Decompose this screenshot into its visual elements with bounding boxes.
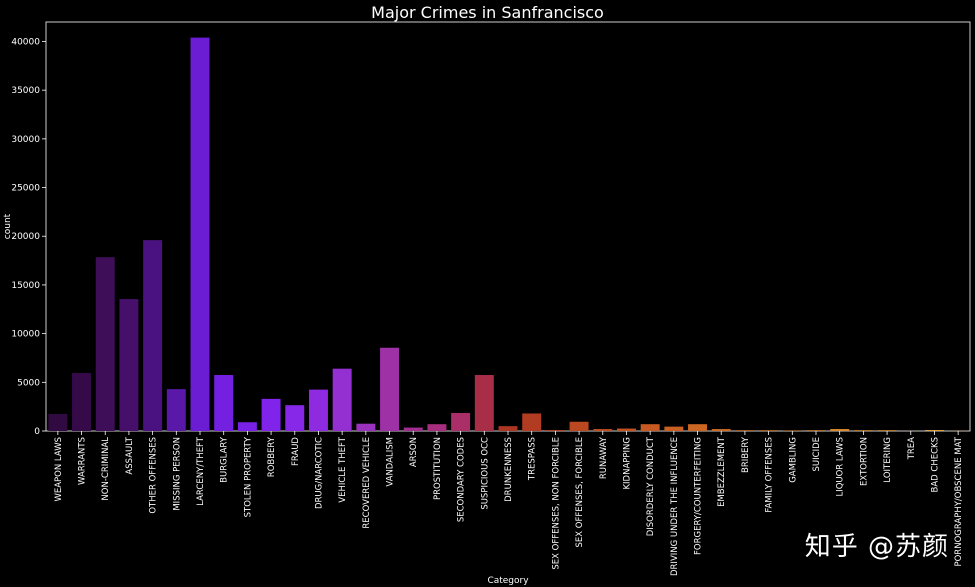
x-tick-label: TRESPASS xyxy=(528,437,538,481)
x-tick-label: DISORDERLY CONDUCT xyxy=(646,436,656,536)
y-tick-label: 40000 xyxy=(11,37,40,47)
x-tick-label: FRAUD xyxy=(291,437,301,466)
x-tick-label: LOITERING xyxy=(883,437,893,483)
bar xyxy=(95,257,115,431)
bar xyxy=(830,429,850,431)
bar xyxy=(853,430,873,431)
bar xyxy=(380,347,400,431)
x-tick-label: PROSTITUTION xyxy=(433,437,443,500)
plot-frame xyxy=(45,21,971,432)
x-tick-label: TREA xyxy=(907,437,917,460)
bar xyxy=(593,429,613,431)
bar xyxy=(214,375,234,431)
watermark: 知乎 @苏颜 xyxy=(804,532,949,562)
bar xyxy=(782,430,802,431)
x-tick-label: SECONDARY CODES xyxy=(457,437,467,522)
bar xyxy=(569,421,589,431)
y-tick-label: 35000 xyxy=(11,86,40,96)
y-tick-label: 5000 xyxy=(17,378,40,388)
bar xyxy=(924,430,944,431)
x-tick-label: SUSPICIOUS OCC xyxy=(480,437,490,510)
y-tick-label: 20000 xyxy=(11,232,40,242)
x-tick-label: EMBEZZLEMENT xyxy=(717,436,727,507)
bar xyxy=(664,426,684,431)
bar xyxy=(308,389,328,431)
x-tick-label: VEHICLE THEFT xyxy=(338,436,348,503)
bar xyxy=(806,430,826,431)
bar xyxy=(403,427,423,431)
y-tick-label: 30000 xyxy=(11,135,40,145)
x-tick-label: DRUG/NARCOTIC xyxy=(314,437,324,509)
bar xyxy=(759,430,779,431)
x-tick-label: LIQUOR LAWS xyxy=(836,437,846,497)
x-tick-label: SUICIDE xyxy=(812,437,822,471)
bar xyxy=(166,389,186,431)
bar xyxy=(285,405,305,431)
bar xyxy=(356,423,376,431)
bar xyxy=(143,240,163,431)
bar xyxy=(332,368,352,431)
x-tick-label: WARRANTS xyxy=(78,437,88,485)
x-tick-label: RUNAWAY xyxy=(599,436,609,479)
x-tick-label: ASSAULT xyxy=(125,436,135,474)
bar xyxy=(688,424,708,431)
y-axis-label: count xyxy=(3,213,13,239)
bar xyxy=(616,428,636,431)
x-tick-label: BAD CHECKS xyxy=(930,437,940,493)
x-tick-label: ARSON xyxy=(409,437,419,467)
x-tick-label: LARCENY/THEFT xyxy=(196,436,206,506)
x-tick-label: DRIVING UNDER THE INFLUENCE xyxy=(670,437,680,576)
x-tick-label: FORGERY/COUNTERFEITING xyxy=(694,437,704,555)
bar xyxy=(261,398,281,431)
y-tick-label: 10000 xyxy=(11,330,40,340)
bar xyxy=(640,424,660,431)
x-tick-label: RECOVERED VEHICLE xyxy=(362,437,372,529)
bar xyxy=(119,299,139,431)
bar xyxy=(48,413,68,431)
x-axis-label: Category xyxy=(487,576,529,586)
bar xyxy=(522,413,542,431)
x-tick-label: BRIBERY xyxy=(741,436,751,473)
x-tick-label: GAMBLING xyxy=(788,437,798,483)
x-tick-label: BURGLARY xyxy=(220,436,230,483)
x-tick-label: MISSING PERSON xyxy=(172,437,182,511)
x-tick-label: SEX OFFENSES, FORCIBLE xyxy=(575,437,585,548)
x-tick-label: SEX OFFENSES, NON FORCIBLE xyxy=(551,437,561,570)
x-tick-label: PORNOGRAPHY/OBSCENE MAT xyxy=(954,436,964,566)
bar xyxy=(427,424,447,431)
x-tick-label: DRUNKENNESS xyxy=(504,437,514,502)
x-tick-label: KIDNAPPING xyxy=(622,437,632,490)
bar xyxy=(545,430,565,431)
x-tick-label: FAMILY OFFENSES xyxy=(765,437,775,513)
y-tick-label: 15000 xyxy=(11,281,40,291)
x-tick-label: WEAPON LAWS xyxy=(54,437,64,502)
bar xyxy=(474,375,494,431)
bar xyxy=(190,37,210,431)
x-tick-label: VANDALISM xyxy=(386,437,396,487)
y-tick-label: 0 xyxy=(34,427,40,437)
x-tick-label: ROBBERY xyxy=(267,436,277,477)
bar xyxy=(72,373,92,431)
bar xyxy=(711,429,731,431)
x-tick-label: NON-CRIMINAL xyxy=(101,437,111,501)
bar xyxy=(877,430,897,431)
bar xyxy=(451,412,471,431)
x-tick-label: OTHER OFFENSES xyxy=(149,437,159,514)
y-tick-label: 25000 xyxy=(11,184,40,194)
chart-title: Major Crimes in Sanfrancisco xyxy=(371,3,604,22)
x-tick-label: STOLEN PROPERTY xyxy=(243,436,253,517)
bar xyxy=(735,430,755,431)
x-tick-label: EXTORTION xyxy=(859,437,869,486)
bar xyxy=(498,426,518,431)
bar xyxy=(237,422,257,431)
